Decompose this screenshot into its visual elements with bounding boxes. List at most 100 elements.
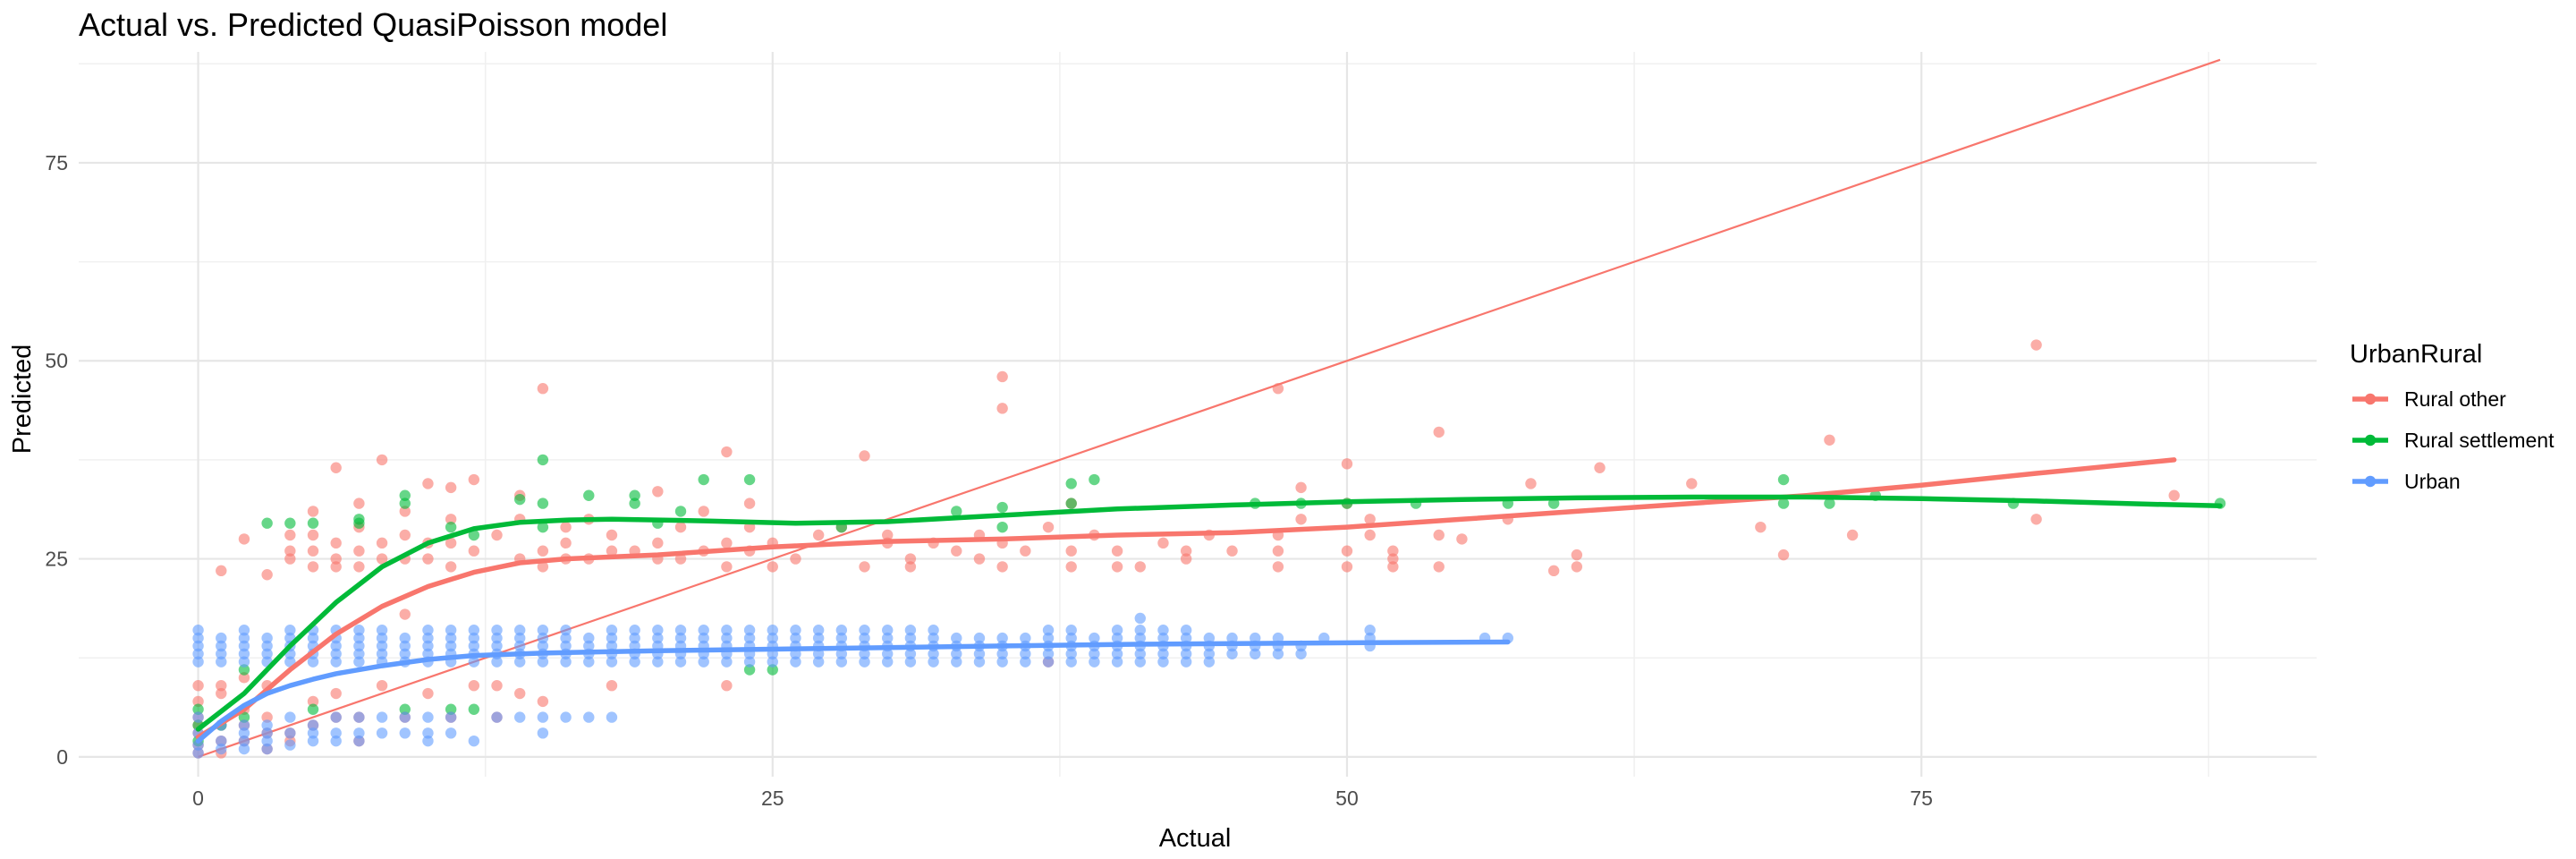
point-urban: [216, 656, 227, 668]
point-urban: [216, 640, 227, 652]
point-rural-other: [1387, 553, 1399, 565]
point-urban: [399, 727, 411, 739]
point-rural-other: [261, 569, 273, 581]
point-urban: [790, 656, 801, 668]
point-rural-other: [376, 537, 388, 549]
point-rural-other: [445, 561, 457, 573]
y-tick-label: 0: [56, 745, 68, 769]
point-urban: [721, 632, 733, 644]
point-rural-other: [353, 561, 365, 573]
point-urban: [560, 640, 572, 652]
point-rural-other: [1433, 561, 1445, 573]
point-urban: [583, 640, 595, 652]
point-urban: [767, 656, 778, 668]
point-urban: [583, 656, 595, 668]
point-rural-settlement: [238, 664, 250, 676]
point-rural-settlement: [1777, 498, 1790, 509]
point-urban: [790, 625, 801, 636]
point-urban: [216, 743, 227, 755]
point-rural-other: [376, 454, 388, 466]
point-rural-other: [1571, 549, 1583, 561]
point-urban: [238, 727, 250, 739]
point-urban: [698, 625, 709, 636]
point-urban: [1020, 632, 1031, 644]
y-tick-label: 25: [45, 548, 68, 571]
point-rural-other: [1341, 561, 1353, 573]
point-rural-other: [560, 537, 572, 549]
point-rural-other: [1387, 561, 1399, 573]
point-urban: [1042, 648, 1055, 659]
point-urban: [376, 632, 388, 644]
point-urban: [698, 656, 709, 668]
smooth-line-rural-settlement: [195, 494, 2223, 732]
point-urban: [261, 648, 273, 659]
point-urban: [560, 711, 572, 723]
point-rural-other: [330, 462, 342, 473]
point-urban: [835, 648, 848, 659]
point-urban: [1364, 625, 1376, 636]
point-rural-other: [284, 545, 296, 557]
y-axis-title: Predicted: [8, 344, 37, 455]
point-rural-settlement: [537, 521, 549, 533]
point-urban: [537, 711, 549, 723]
x-tick-label: 75: [1910, 787, 1933, 810]
point-urban: [973, 648, 986, 659]
point-urban: [835, 656, 848, 668]
point-urban: [261, 719, 273, 731]
point-rural-other: [307, 506, 319, 517]
legend-key-point-urban: [2364, 475, 2377, 488]
point-rural-other: [721, 679, 733, 692]
point-urban: [238, 719, 250, 731]
point-rural-other: [307, 529, 319, 541]
point-urban: [376, 648, 388, 659]
point-urban: [330, 648, 342, 659]
point-rural-other: [216, 687, 227, 700]
point-rural-other: [307, 561, 319, 573]
point-urban: [629, 625, 640, 636]
point-urban: [238, 625, 250, 636]
point-rural-other: [376, 679, 388, 692]
point-urban: [812, 625, 825, 636]
point-rural-settlement: [996, 501, 1008, 514]
point-rural-other: [216, 679, 227, 692]
point-rural-other: [1134, 561, 1146, 573]
point-urban: [812, 656, 825, 668]
point-urban: [307, 719, 319, 731]
point-urban: [882, 632, 894, 644]
point-urban: [1180, 632, 1192, 644]
point-urban: [652, 625, 664, 636]
point-rural-other: [216, 565, 227, 577]
point-urban: [1042, 632, 1055, 644]
point-rural-other: [1364, 514, 1376, 525]
point-rural-settlement: [629, 498, 640, 509]
point-urban: [835, 632, 848, 644]
legend-key-point-rural-settlement: [2364, 434, 2377, 447]
point-urban: [307, 656, 319, 668]
point-urban: [445, 625, 457, 636]
point-urban: [1042, 625, 1055, 636]
point-urban: [192, 747, 204, 759]
point-urban: [261, 727, 273, 739]
point-rural-other: [1364, 529, 1376, 541]
point-rural-settlement: [767, 664, 778, 676]
point-urban: [996, 656, 1008, 668]
point-urban: [445, 711, 457, 723]
point-urban: [491, 625, 503, 636]
point-rural-other: [330, 561, 342, 573]
point-urban: [904, 632, 917, 644]
point-rural-other: [1686, 478, 1698, 489]
point-urban: [1020, 648, 1031, 659]
point-urban: [353, 735, 365, 747]
point-urban: [216, 648, 227, 659]
point-rural-other: [468, 473, 480, 486]
point-urban: [951, 632, 962, 644]
point-urban: [1226, 648, 1238, 659]
point-urban: [1272, 648, 1284, 659]
point-urban: [192, 656, 204, 668]
point-urban: [652, 632, 664, 644]
point-urban: [238, 656, 250, 668]
point-urban: [1042, 656, 1055, 668]
point-rural-settlement: [445, 521, 457, 533]
